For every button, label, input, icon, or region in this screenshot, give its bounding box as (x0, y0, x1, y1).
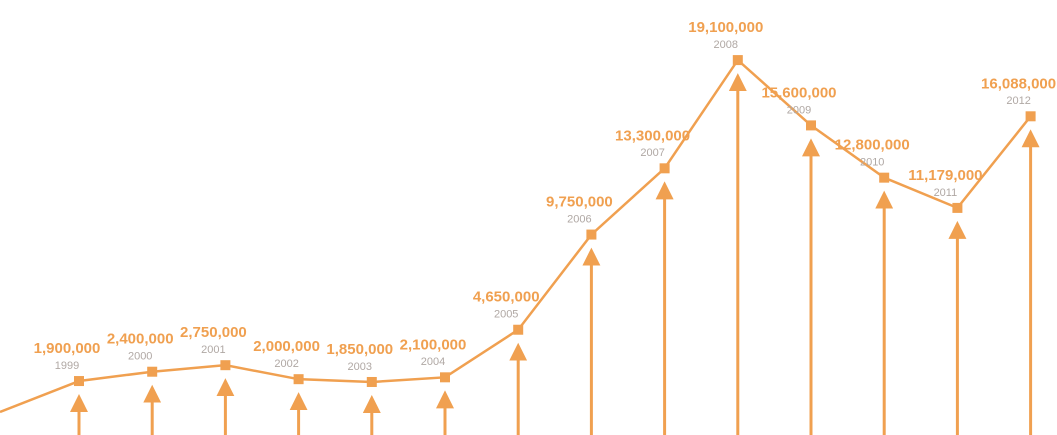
point (293, 374, 304, 385)
point (806, 120, 816, 131)
year-label: 2012 (1006, 95, 1030, 107)
year-label: 2001 (201, 344, 225, 356)
point (659, 163, 670, 174)
point (147, 366, 158, 377)
point (74, 376, 84, 387)
year-label: 2008 (714, 39, 738, 51)
value-label: 19,100,000 (688, 19, 763, 36)
value-label: 16,088,000 (981, 75, 1056, 92)
value-label: 12,800,000 (835, 137, 910, 154)
point (586, 229, 597, 240)
value-label: 1,850,000 (326, 341, 393, 358)
year-label: 2007 (640, 147, 664, 159)
data-line (78, 58, 1032, 384)
year-label: 2011 (934, 187, 958, 199)
year-label: 2009 (787, 104, 811, 116)
value-label: 4,650,000 (473, 289, 540, 306)
value-label: 15,600,000 (761, 84, 836, 101)
point (732, 55, 743, 66)
value-label: 1,900,000 (34, 340, 101, 357)
point (879, 172, 890, 183)
year-label: 2010 (860, 157, 884, 169)
line-stub (0, 379, 80, 414)
value-label: 2,000,000 (253, 338, 320, 355)
point (366, 376, 377, 387)
year-label: 2006 (567, 213, 591, 225)
value-label: 2,100,000 (400, 336, 467, 353)
point (1025, 111, 1036, 122)
value-label: 2,400,000 (107, 331, 174, 348)
value-label: 11,179,000 (908, 167, 982, 184)
year-label: 2003 (348, 361, 372, 373)
value-label: 13,300,000 (615, 127, 690, 144)
year-label: 2002 (274, 358, 298, 370)
year-label: 2005 (494, 309, 518, 321)
point (513, 324, 524, 335)
value-label: 9,750,000 (546, 194, 613, 211)
point (220, 360, 231, 371)
point (440, 372, 450, 383)
year-label: 1999 (55, 360, 79, 372)
value-label: 2,750,000 (180, 324, 247, 341)
year-label: 2004 (421, 356, 445, 368)
year-label: 2000 (128, 351, 152, 363)
point (952, 202, 963, 213)
